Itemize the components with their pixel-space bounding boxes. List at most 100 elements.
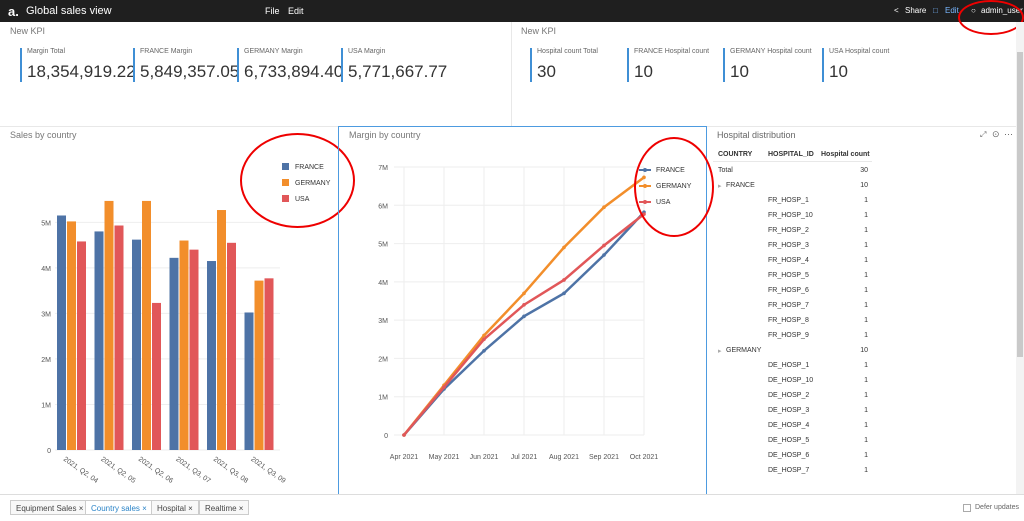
defer-label: Defer updates — [975, 504, 1019, 511]
x-tick-label: Apr 2021 — [390, 454, 419, 461]
play-icon[interactable]: ⊙ — [992, 129, 1000, 139]
file-menu[interactable]: File — [265, 6, 280, 16]
hospital-count: 1 — [864, 392, 868, 399]
point-germany — [522, 291, 526, 296]
edit-icon[interactable]: □ — [933, 6, 938, 15]
table-row[interactable]: FR_HOSP_1 1 — [713, 193, 872, 208]
expand-icon: ▸ — [718, 348, 722, 355]
y-tick-label: 5M — [41, 220, 51, 227]
hospital-count: 1 — [864, 407, 868, 414]
kpi-label: FRANCE Margin — [140, 48, 193, 55]
point-usa — [602, 243, 606, 248]
edit-menu[interactable]: Edit — [288, 6, 304, 16]
y-tick-label: 0 — [47, 448, 51, 455]
kpi-value: 18,354,919.22 — [27, 62, 136, 81]
bar-france — [244, 312, 254, 450]
kpi-germany-hospital: GERMANY Hospital count 10 — [723, 48, 812, 82]
hospital-count: 1 — [864, 257, 868, 264]
table-row[interactable]: FR_HOSP_6 1 — [713, 283, 872, 298]
x-tick-label: May 2021 — [429, 454, 460, 461]
tab-country-sales[interactable]: Country sales × — [85, 500, 153, 515]
total-label: Total — [718, 167, 733, 174]
app-logo: a. — [8, 4, 19, 19]
bar-germany — [142, 200, 151, 450]
header-hospital-count[interactable]: Hospital count — [821, 151, 870, 158]
kpi-label: GERMANY Margin — [244, 48, 303, 55]
group-count: 10 — [860, 347, 868, 354]
hospital-count: 1 — [864, 272, 868, 279]
scrollbar-thumb[interactable] — [1017, 52, 1023, 357]
kpi-label: USA Hospital count — [829, 48, 890, 55]
point-france — [602, 253, 606, 257]
kpi-france-hospital: FRANCE Hospital count 10 — [627, 48, 709, 82]
point-usa — [402, 433, 406, 437]
table-row[interactable]: FR_HOSP_2 1 — [713, 223, 872, 238]
table-row[interactable]: FR_HOSP_4 1 — [713, 253, 872, 268]
bottom-tab-bar: Equipment Sales × Country sales × Hospit… — [0, 494, 1024, 521]
table-row[interactable]: DE_HOSP_7 1 — [713, 463, 872, 478]
bar-usa — [152, 302, 161, 450]
bar-france — [207, 261, 216, 450]
share-icon[interactable]: < — [894, 6, 899, 15]
kpi-value: 30 — [537, 62, 556, 81]
margin-line-chart: 0 1M 2M 3M 4M 5M 6M 7M Apr 2021 May 2021 Jun 2021 J… — [378, 165, 691, 461]
table-row[interactable]: FR_HOSP_10 1 — [713, 208, 872, 223]
bar-germany — [254, 280, 264, 450]
bar-france — [57, 215, 66, 450]
table-row-group[interactable]: ▸ GERMANY 10 — [713, 343, 872, 358]
hospital-id: DE_HOSP_6 — [768, 452, 810, 459]
kpi-value: 6,733,894.40 — [244, 62, 344, 81]
share-button[interactable]: Share — [905, 6, 927, 15]
hospital-count: 1 — [864, 437, 868, 444]
header-country[interactable]: COUNTRY — [718, 151, 753, 158]
kpi-margin-total: Margin Total 18,354,919.22 — [20, 48, 136, 82]
table-row[interactable]: FR_HOSP_8 1 — [713, 313, 872, 328]
table-row[interactable]: DE_HOSP_1 1 — [713, 358, 872, 373]
point-france — [562, 291, 566, 296]
table-row[interactable]: DE_HOSP_10 1 — [713, 373, 872, 388]
point-usa — [442, 385, 446, 389]
hospital-id: FR_HOSP_9 — [768, 332, 809, 339]
edit-button[interactable]: Edit — [945, 6, 959, 15]
tab-hospital[interactable]: Hospital × — [151, 500, 199, 515]
expand-icon[interactable]: ⤢ — [980, 130, 987, 139]
hospital-count: 1 — [864, 242, 868, 249]
tab-equipment-sales[interactable]: Equipment Sales × — [10, 500, 90, 515]
more-icon[interactable]: ⋯ — [1004, 129, 1013, 139]
table-row[interactable]: FR_HOSP_9 1 — [713, 328, 872, 343]
table-row[interactable]: DE_HOSP_6 1 — [713, 448, 872, 463]
annotation-circle-sales-legend — [240, 133, 355, 228]
point-usa — [482, 337, 486, 342]
table-row[interactable]: FR_HOSP_5 1 — [713, 268, 872, 283]
table-row-group[interactable]: ▸ FRANCE 10 — [713, 178, 872, 193]
x-tick-label: Sep 2021 — [589, 454, 619, 461]
tab-realtime[interactable]: Realtime × — [199, 500, 250, 515]
hospital-id: DE_HOSP_4 — [768, 422, 810, 429]
hospital-count: 1 — [864, 287, 868, 294]
total-value: 30 — [860, 167, 868, 174]
group-count: 10 — [860, 182, 868, 189]
table-row[interactable]: DE_HOSP_5 1 — [713, 433, 872, 448]
y-tick-label: 1M — [41, 402, 51, 409]
hospital-id: FR_HOSP_2 — [768, 227, 809, 234]
table-row[interactable]: DE_HOSP_2 1 — [713, 388, 872, 403]
hospital-title: Hospital distribution — [717, 130, 796, 140]
hospital-id: FR_HOSP_6 — [768, 287, 809, 294]
kpi-label: USA Margin — [348, 48, 386, 55]
hospital-id: DE_HOSP_7 — [768, 467, 810, 474]
table-row[interactable]: DE_HOSP_4 1 — [713, 418, 872, 433]
x-tick-label: Aug 2021 — [549, 454, 579, 461]
hospital-count: 1 — [864, 422, 868, 429]
table-row[interactable]: DE_HOSP_3 1 — [713, 403, 872, 418]
hospital-count: 1 — [864, 302, 868, 309]
y-tick-label: 6M — [378, 203, 388, 210]
table-row[interactable]: FR_HOSP_7 1 — [713, 298, 872, 313]
header-hospital-id[interactable]: HOSPITAL_ID — [768, 151, 814, 158]
hospital-id: FR_HOSP_3 — [768, 242, 809, 249]
y-tick-label: 7M — [378, 165, 388, 172]
table-row-total[interactable]: Total 30 — [713, 163, 872, 178]
hospital-count: 1 — [864, 452, 868, 459]
hospital-count: 1 — [864, 197, 868, 204]
defer-checkbox[interactable] — [963, 504, 971, 512]
table-row[interactable]: FR_HOSP_3 1 — [713, 238, 872, 253]
